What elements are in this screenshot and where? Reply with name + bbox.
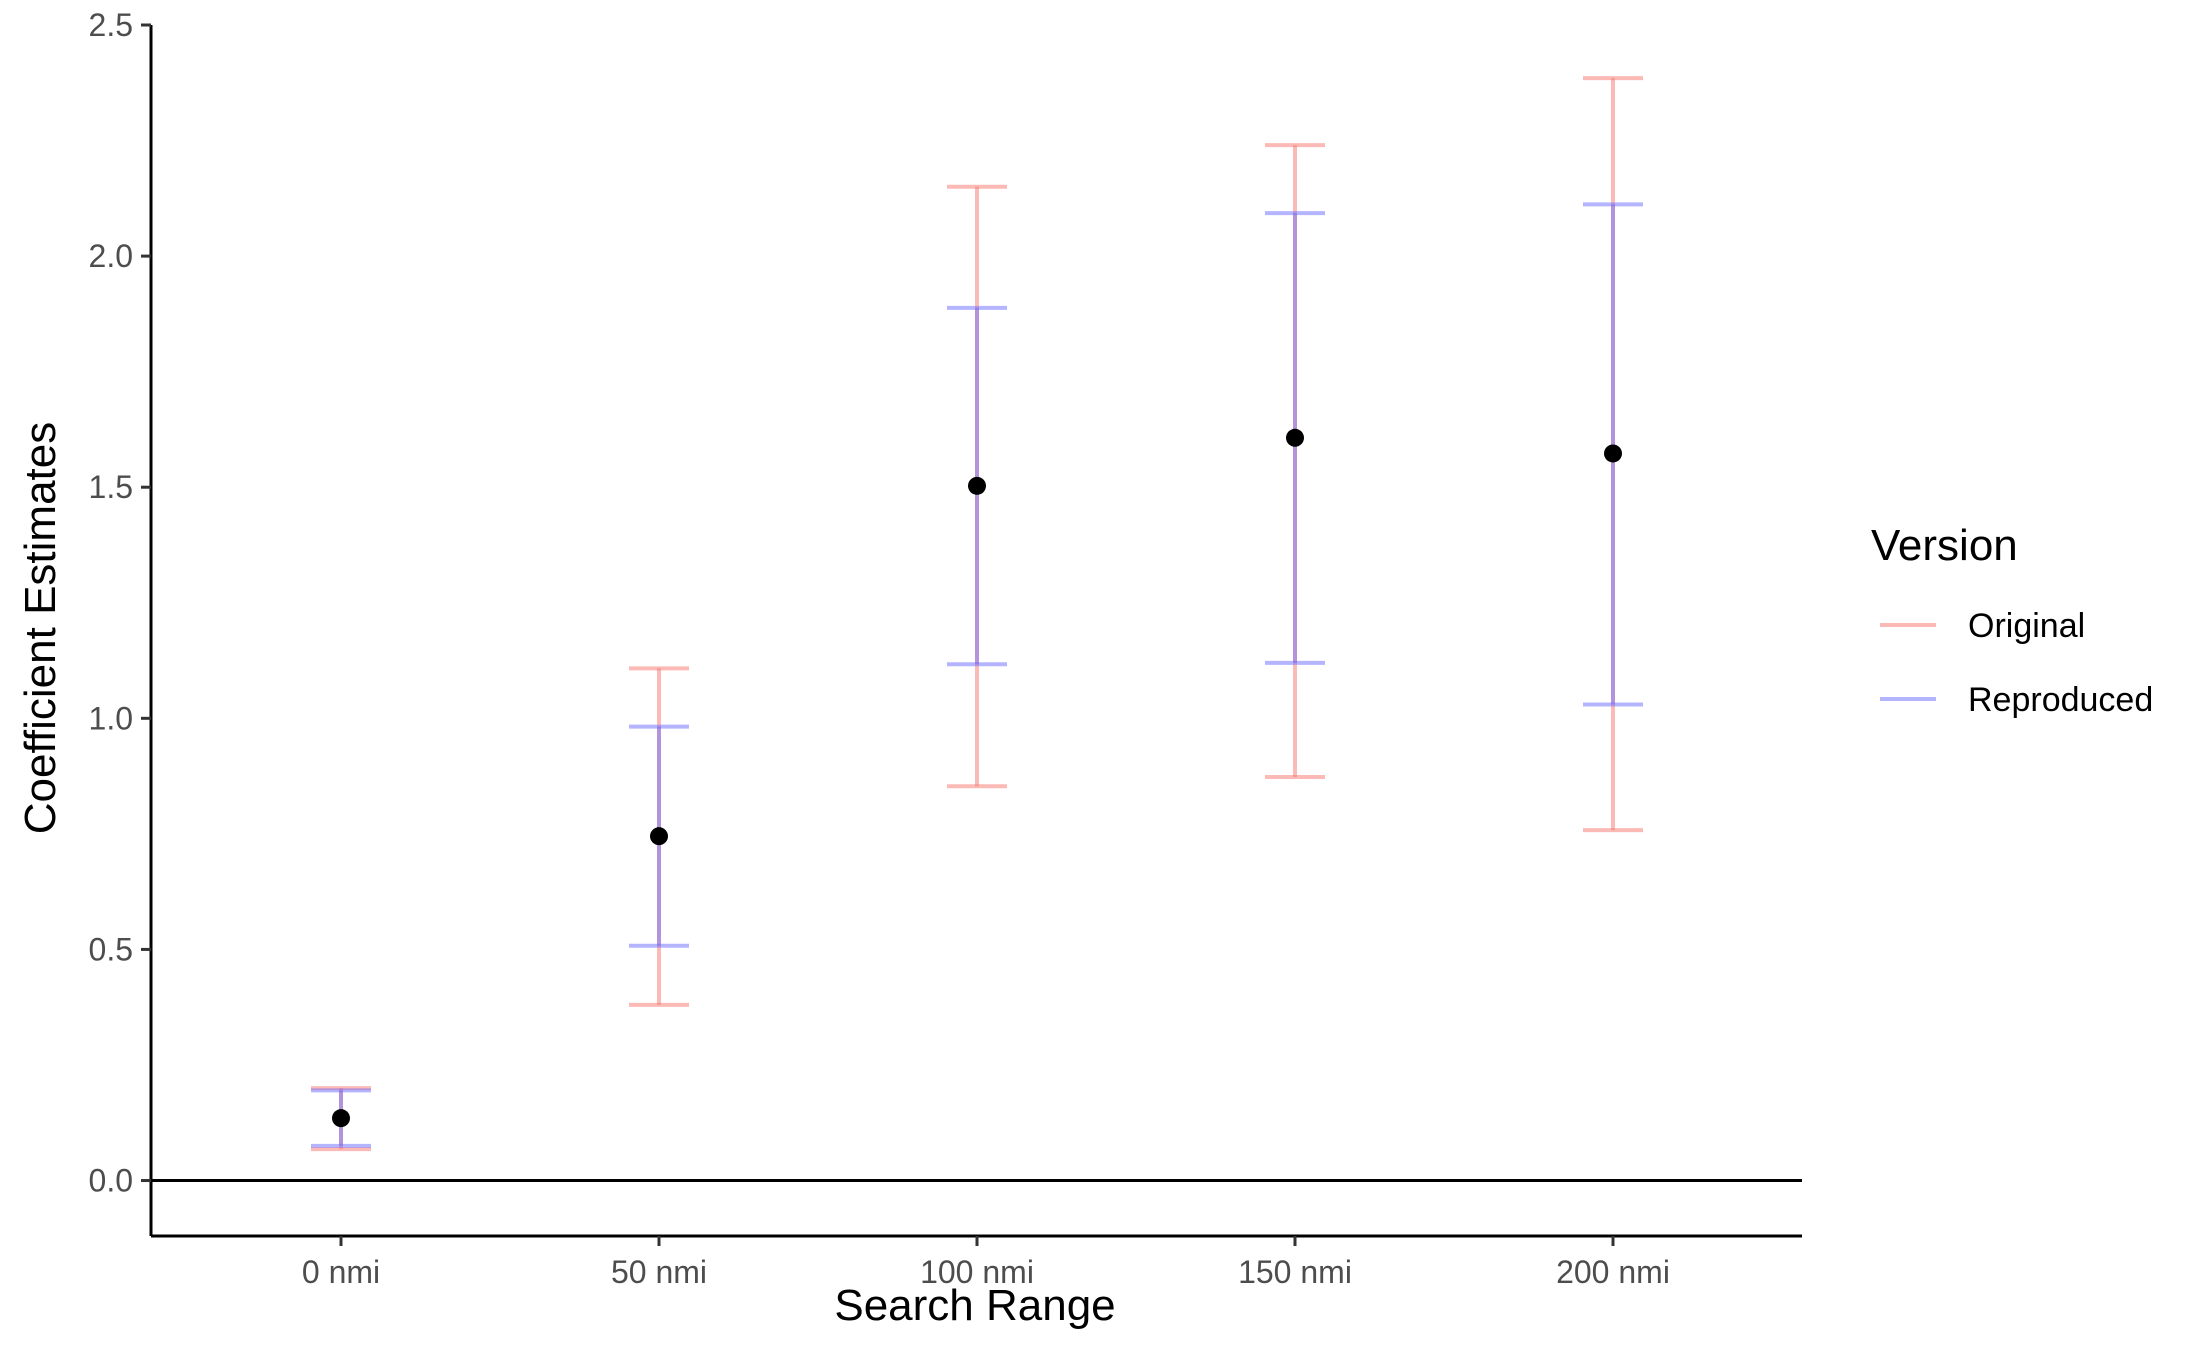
x-tick-label-4: 200 nmi [1556,1254,1670,1290]
x-tick-label-2: 100 nmi [920,1254,1034,1290]
point-2 [968,476,986,495]
point-3 [1286,428,1304,447]
error-bars [311,76,1643,1152]
point-4 [1604,444,1622,463]
legend-label-original: Original [1968,607,2085,645]
x-axis-title: Search Range [834,1281,1115,1330]
y-tick-label-5: 2.5 [89,7,133,43]
x-tick-label-1: 50 nmi [611,1254,707,1290]
data-points [332,428,1622,1128]
ticks: 0.0 0.5 1.0 1.5 2.0 2.5 0 nmi 50 nmi 100 nmi 150 … [89,7,1670,1290]
point-0 [332,1109,350,1128]
y-tick-label-2: 1.0 [89,700,133,736]
y-tick-label-3: 1.5 [89,469,133,505]
legend: Version Original Reproduced [1871,521,2153,719]
x-tick-label-0: 0 nmi [302,1254,380,1290]
y-tick-label-4: 2.0 [89,238,133,274]
point-1 [650,827,668,846]
y-tick-label-0: 0.0 [89,1163,133,1199]
legend-label-reproduced: Reproduced [1968,681,2153,719]
legend-title: Version [1871,521,2018,570]
x-tick-label-3: 150 nmi [1238,1254,1352,1290]
y-axis-title: Coefficient Estimates [16,422,65,834]
y-tick-label-1: 0.5 [89,931,133,967]
